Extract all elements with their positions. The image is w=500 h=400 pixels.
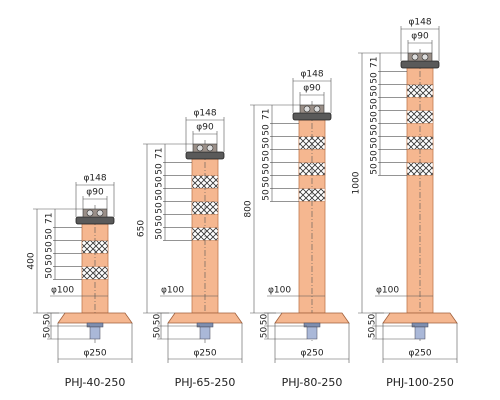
cap-diameter: φ148 xyxy=(408,18,431,28)
base-height-label: 50 xyxy=(43,314,53,326)
segment-label: 50 xyxy=(155,215,165,227)
base-diameter: φ250 xyxy=(408,349,431,359)
model-name: PHJ-40-250 xyxy=(65,376,126,389)
base-height-label: 50 xyxy=(368,327,378,339)
base-plate xyxy=(382,312,458,324)
cap xyxy=(400,60,440,69)
segment-label: 50 xyxy=(155,202,165,214)
base-height-label: 50 xyxy=(368,314,378,326)
segment-label: 71 xyxy=(262,109,272,120)
model-name: PHJ-100-250 xyxy=(386,376,454,389)
cap-diameter: φ148 xyxy=(83,174,106,184)
top-knob xyxy=(299,104,325,114)
height-label: 650 xyxy=(137,220,147,237)
base-diameter: φ250 xyxy=(193,349,216,359)
top-diameter: φ90 xyxy=(196,123,214,133)
top-diameter: φ90 xyxy=(303,84,321,94)
segment-label: 50 xyxy=(370,163,380,175)
top-diameter: φ90 xyxy=(411,32,429,42)
segment-label: 50 xyxy=(45,267,55,279)
segment-label: 50 xyxy=(45,254,55,266)
anchor-nut xyxy=(86,322,104,328)
base-height-label: 50 xyxy=(260,314,270,326)
body-diameter: φ100 xyxy=(161,286,184,296)
segment-label: 50 xyxy=(155,176,165,188)
segment-label: 50 xyxy=(45,228,55,240)
model-name: PHJ-65-250 xyxy=(175,376,236,389)
segment-label: 50 xyxy=(370,124,380,136)
bolt-head xyxy=(313,105,321,113)
segment-label: 71 xyxy=(45,213,55,224)
cap xyxy=(185,151,225,160)
height-label: 400 xyxy=(27,252,37,269)
body-diameter: φ100 xyxy=(51,286,74,296)
segment-label: 50 xyxy=(262,176,272,188)
bolt-head xyxy=(196,144,204,152)
model-name: PHJ-80-250 xyxy=(282,376,343,389)
segment-label: 50 xyxy=(262,189,272,201)
base-plate xyxy=(274,312,350,324)
height-label: 800 xyxy=(244,200,254,217)
anchor-nut xyxy=(303,322,321,328)
height-label: 1000 xyxy=(352,171,362,194)
base-plate xyxy=(167,312,243,324)
segment-label: 50 xyxy=(45,241,55,253)
bolt-head xyxy=(96,209,104,217)
segment-label: 50 xyxy=(155,189,165,201)
segment-label: 50 xyxy=(262,150,272,162)
top-knob xyxy=(82,208,108,218)
base-height-label: 50 xyxy=(260,327,270,339)
segment-label: 50 xyxy=(370,85,380,97)
segment-label: 50 xyxy=(262,163,272,175)
cap-diameter: φ148 xyxy=(300,70,323,80)
bolt-head xyxy=(206,144,214,152)
top-knob xyxy=(407,52,433,62)
anchor-bolt xyxy=(414,326,426,340)
anchor-bolt xyxy=(199,326,211,340)
base-height-label: 50 xyxy=(153,327,163,339)
body-diameter: φ100 xyxy=(376,286,399,296)
cap xyxy=(292,112,332,121)
segment-label: 50 xyxy=(155,163,165,175)
top-diameter: φ90 xyxy=(86,188,104,198)
anchor-bolt xyxy=(89,326,101,340)
segment-label: 50 xyxy=(370,98,380,110)
segment-label: 50 xyxy=(370,137,380,149)
bolt-head xyxy=(303,105,311,113)
base-diameter: φ250 xyxy=(83,349,106,359)
bolt-head xyxy=(421,53,429,61)
cap xyxy=(75,216,115,225)
segment-label: 50 xyxy=(155,228,165,240)
base-plate xyxy=(57,312,133,324)
anchor-nut xyxy=(411,322,429,328)
segment-label: 71 xyxy=(155,148,165,159)
segment-label: 50 xyxy=(370,72,380,84)
segment-label: 50 xyxy=(370,111,380,123)
body-diameter: φ100 xyxy=(268,286,291,296)
base-height-label: 50 xyxy=(153,314,163,326)
segment-label: 50 xyxy=(370,150,380,162)
base-height-label: 50 xyxy=(43,327,53,339)
anchor-bolt xyxy=(306,326,318,340)
segment-label: 50 xyxy=(262,124,272,136)
anchor-nut xyxy=(196,322,214,328)
bolt-head xyxy=(86,209,94,217)
segment-label: 71 xyxy=(370,57,380,68)
bolt-head xyxy=(411,53,419,61)
cap-diameter: φ148 xyxy=(193,109,216,119)
segment-label: 50 xyxy=(262,137,272,149)
top-knob xyxy=(192,143,218,153)
base-diameter: φ250 xyxy=(300,349,323,359)
